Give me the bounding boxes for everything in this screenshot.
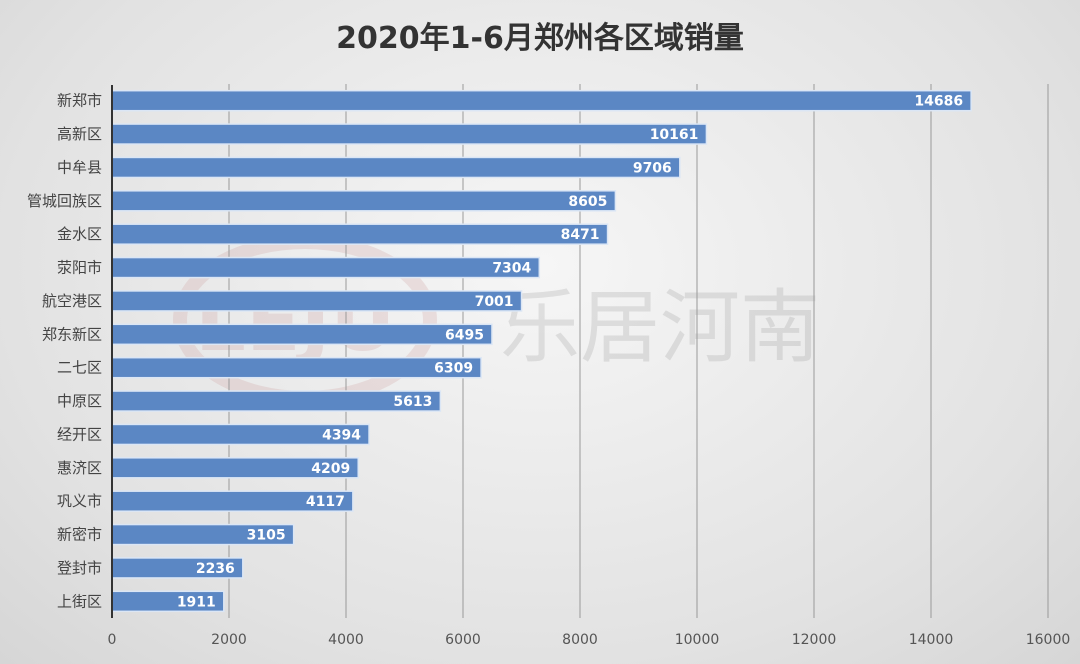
category-label: 上街区 — [57, 592, 102, 610]
x-tick-label: 8000 — [562, 632, 598, 648]
bar — [111, 89, 972, 112]
category-label: 巩义市 — [57, 492, 102, 510]
category-label: 登封市 — [57, 559, 102, 577]
category-label: 金水区 — [57, 225, 102, 243]
bar — [111, 156, 681, 179]
data-label: 7304 — [492, 261, 531, 277]
category-label: 郑东新区 — [42, 325, 102, 343]
category-label: 航空港区 — [42, 292, 102, 310]
bar — [111, 290, 523, 312]
bar — [111, 123, 708, 145]
watermark-logo: LEJU — [195, 276, 395, 369]
category-label: 管城回族区 — [27, 192, 102, 210]
data-label: 8471 — [561, 227, 600, 243]
x-tick-label: 12000 — [792, 632, 837, 648]
data-label: 3105 — [247, 528, 286, 544]
data-label: 1911 — [177, 594, 216, 610]
bars: 14686 10161 9706 8605 8471 7304 7001 6495 6309 56… — [111, 89, 972, 613]
data-label: 10161 — [650, 127, 699, 143]
x-tick-label: 4000 — [328, 632, 364, 648]
x-tick-label: 10000 — [675, 632, 720, 648]
data-label: 8605 — [568, 194, 607, 210]
x-tick-label: 6000 — [445, 632, 481, 648]
category-labels: 新郑市高新区中牟县管城回族区金水区荥阳市航空港区郑东新区二七区中原区经开区惠济区… — [27, 92, 102, 611]
bar — [111, 256, 541, 279]
x-tick-label: 0 — [108, 632, 117, 648]
category-label: 中原区 — [57, 392, 102, 410]
data-label: 7001 — [475, 294, 514, 310]
category-label: 惠济区 — [57, 459, 102, 477]
chart-title: 2020年1-6月郑州各区域销量 — [336, 21, 744, 56]
data-label: 5613 — [393, 394, 432, 410]
data-label: 14686 — [914, 94, 963, 110]
x-tick-label: 2000 — [211, 632, 247, 648]
category-label: 二七区 — [57, 359, 102, 377]
category-label: 荥阳市 — [57, 259, 102, 277]
data-label: 6309 — [434, 361, 473, 377]
category-label: 新密市 — [57, 526, 102, 544]
data-label: 4117 — [306, 494, 345, 510]
data-label: 6495 — [445, 327, 484, 343]
x-tick-labels: 0 2000 4000 6000 8000 10000 12000 14000 16000 — [108, 632, 1071, 648]
data-label: 4394 — [322, 427, 361, 443]
x-tick-label: 16000 — [1026, 632, 1071, 648]
watermark-text: 乐居河南 — [500, 281, 820, 374]
x-tick-label: 14000 — [909, 632, 954, 648]
data-label: 2236 — [196, 561, 235, 577]
category-label: 高新区 — [57, 125, 102, 143]
bar — [111, 323, 493, 346]
bar — [111, 190, 617, 212]
data-label: 4209 — [311, 461, 350, 477]
category-label: 经开区 — [57, 425, 102, 443]
bar — [111, 223, 609, 245]
category-label: 中牟县 — [57, 158, 102, 176]
bar — [111, 356, 482, 379]
data-label: 9706 — [633, 160, 672, 176]
category-label: 新郑市 — [57, 92, 102, 110]
bar — [111, 390, 442, 412]
